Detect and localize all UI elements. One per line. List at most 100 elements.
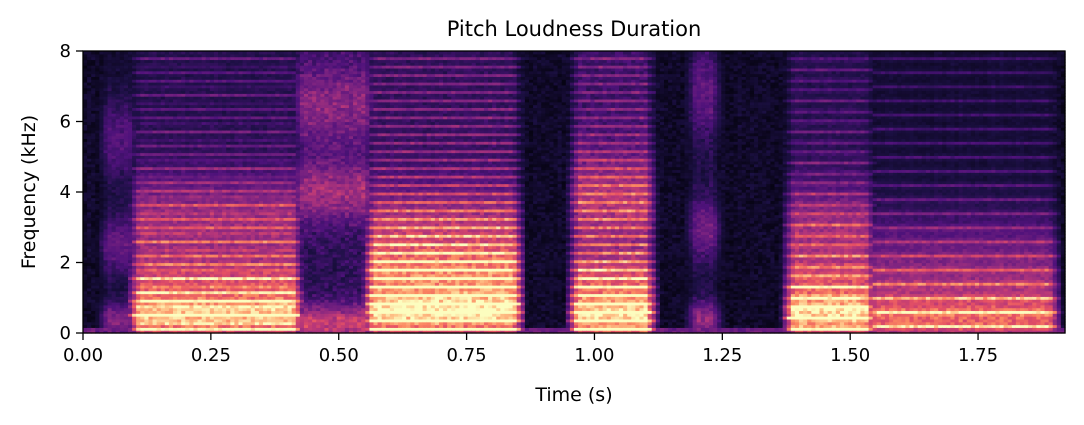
heatmap-cell: [91, 242, 96, 247]
heatmap-cell: [83, 208, 88, 213]
heatmap-cell: [87, 242, 92, 247]
heatmap-cell: [91, 192, 96, 196]
heatmap-cell: [91, 262, 96, 266]
heatmap-cell: [87, 121, 92, 125]
heatmap-cell: [91, 299, 96, 303]
heatmap-cell: [91, 282, 96, 286]
heatmap-cell: [83, 262, 88, 266]
heatmap-cell: [83, 251, 88, 255]
heatmap-cell: [87, 183, 92, 187]
heatmap-cell: [87, 313, 92, 317]
heatmap-cell: [83, 152, 88, 156]
heatmap-cell: [83, 321, 88, 326]
heatmap-cell: [87, 307, 92, 312]
heatmap-cell: [83, 138, 88, 142]
heatmap-cell: [83, 228, 88, 233]
heatmap-cell: [83, 70, 88, 75]
heatmap-cell: [83, 127, 88, 131]
heatmap-cell: [91, 200, 96, 204]
heatmap-cell: [87, 239, 92, 244]
heatmap-cell: [91, 251, 96, 255]
heatmap-cell: [83, 270, 88, 275]
heatmap-cell: [87, 90, 92, 94]
heatmap-cell: [87, 327, 92, 331]
heatmap-cell: [83, 124, 88, 128]
heatmap-cell: [87, 132, 92, 137]
heatmap-cell: [87, 296, 92, 300]
heatmap-cell: [87, 268, 92, 272]
heatmap-cell: [91, 208, 96, 213]
heatmap-cell: [91, 223, 96, 227]
heatmap-cell: [87, 265, 92, 269]
heatmap-cell: [83, 79, 88, 83]
heatmap-cell: [83, 62, 88, 66]
heatmap-cell: [83, 290, 88, 295]
heatmap-cell: [87, 330, 92, 334]
heatmap-cell: [87, 141, 92, 145]
heatmap-cell: [83, 287, 88, 292]
heatmap-cell: [87, 282, 92, 286]
heatmap-cell: [87, 127, 92, 131]
heatmap-cell: [83, 200, 88, 204]
heatmap-cell: [87, 310, 92, 314]
heatmap-cell: [83, 53, 88, 58]
heatmap-cell: [91, 290, 96, 295]
heatmap-cell: [91, 239, 96, 244]
heatmap-cell: [91, 310, 96, 314]
heatmap-cell: [87, 214, 92, 218]
heatmap-cell: [91, 259, 96, 264]
heatmap-cell: [83, 113, 88, 117]
heatmap-cell: [87, 169, 92, 173]
heatmap-cell: [83, 146, 88, 151]
heatmap-cell: [87, 223, 92, 227]
heatmap-cell: [83, 248, 88, 252]
heatmap-cell: [87, 144, 92, 148]
heatmap-cell: [83, 242, 88, 247]
heatmap-cell: [91, 231, 96, 235]
heatmap-cell: [87, 76, 92, 80]
heatmap-cell: [87, 211, 92, 216]
heatmap-cell: [87, 67, 92, 72]
heatmap-cell: [87, 290, 92, 295]
heatmap-cell: [87, 324, 92, 328]
heatmap-cell: [83, 84, 88, 89]
heatmap-cell: [83, 160, 88, 165]
heatmap-cell: [83, 149, 88, 154]
chart-title: Pitch Loudness Duration: [447, 17, 702, 41]
heatmap-cell: [83, 135, 88, 140]
heatmap-cell: [83, 245, 88, 249]
heatmap-cell: [83, 73, 88, 77]
heatmap-cell: [83, 115, 88, 120]
heatmap-cell: [83, 107, 88, 111]
heatmap-cell: [83, 180, 88, 185]
heatmap-cell: [83, 206, 88, 210]
heatmap-cell: [83, 76, 88, 80]
heatmap-cell: [83, 189, 88, 193]
heatmap-cell: [87, 87, 92, 92]
heatmap-cell: [87, 166, 92, 171]
heatmap-cell: [83, 101, 88, 106]
heatmap-cell: [91, 287, 96, 292]
heatmap-cell: [87, 192, 92, 196]
heatmap-cell: [83, 237, 88, 241]
heatmap-cell: [87, 228, 92, 233]
heatmap-cell: [83, 155, 88, 159]
heatmap-cell: [91, 327, 96, 331]
heatmap-cell: [83, 234, 88, 238]
heatmap-cell: [91, 313, 96, 317]
heatmap-cell: [91, 285, 96, 289]
heatmap-cell: [83, 239, 88, 244]
heatmap-cell: [83, 59, 88, 63]
heatmap-cell: [87, 149, 92, 154]
heatmap-cell: [91, 211, 96, 216]
heatmap-cell: [87, 96, 92, 100]
heatmap-cell: [91, 194, 96, 199]
heatmap-cell: [87, 285, 92, 289]
heatmap-cell: [87, 158, 92, 162]
heatmap-cell: [91, 189, 96, 193]
heatmap-cell: [83, 183, 88, 187]
heatmap-cell: [91, 265, 96, 269]
heatmap-cell: [83, 310, 88, 314]
heatmap-cell: [83, 282, 88, 286]
heatmap-cell: [83, 217, 88, 221]
